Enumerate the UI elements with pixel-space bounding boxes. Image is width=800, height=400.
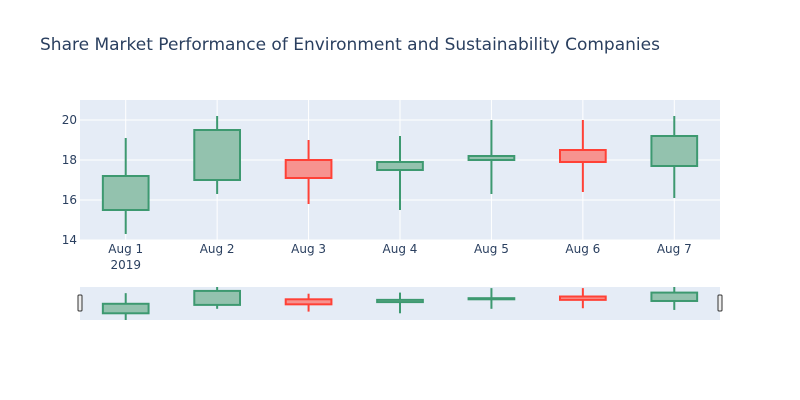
candle-aug-2 (193, 116, 242, 194)
candle-layer (101, 116, 699, 234)
range-slider-candles (101, 287, 699, 320)
candle-body (467, 297, 516, 301)
y-tick-label: 16 (62, 193, 77, 207)
candle-body (101, 302, 150, 315)
candle-body (284, 159, 333, 179)
x-tick-label: Aug 3 (291, 242, 326, 256)
range-slider-right-handle[interactable] (717, 294, 723, 312)
candle-body (376, 298, 424, 304)
y-tick-label: 18 (62, 153, 77, 167)
x-tick-label: Aug 6 (565, 242, 600, 256)
candle-body (193, 289, 242, 306)
candle-body (650, 291, 699, 302)
x-tick-label: Aug 5 (474, 242, 509, 256)
candle-slider-aug-4 (376, 292, 424, 314)
candle-body (376, 161, 424, 171)
candle-aug-5 (467, 120, 516, 194)
x-axis: Aug 1 Aug 2 Aug 3 Aug 4 Aug 5 Aug 6 Aug 7 2019 (108, 242, 691, 272)
candle-body (101, 175, 150, 211)
candle-slider-aug-6 (559, 288, 607, 309)
candle-aug-4 (376, 136, 424, 210)
y-tick-label: 20 (62, 113, 77, 127)
candle-body (467, 155, 516, 161)
candle-aug-1 (101, 138, 150, 234)
x-tick-label: Aug 1 (108, 242, 143, 256)
y-tick-label: 14 (62, 233, 77, 247)
chart-title: Share Market Performance of Environment … (40, 35, 660, 55)
x-tick-label: Aug 2 (200, 242, 235, 256)
x-year-label: 2019 (110, 258, 141, 272)
candle-body (559, 295, 607, 301)
candle-aug-3 (284, 140, 333, 204)
x-tick-label: Aug 4 (383, 242, 418, 256)
candle-body (284, 298, 333, 306)
candle-slider-aug-2 (193, 287, 242, 309)
candle-body (650, 135, 699, 167)
candle-aug-7 (650, 116, 699, 198)
range-slider-handles[interactable] (77, 294, 723, 312)
candle-aug-6 (559, 120, 607, 192)
x-tick-label: Aug 7 (657, 242, 692, 256)
range-slider-left-handle[interactable] (77, 294, 83, 312)
candle-slider-aug-3 (284, 293, 333, 312)
y-axis: 14 16 18 20 (62, 113, 77, 247)
candle-slider-aug-1 (101, 293, 150, 320)
candle-slider-aug-5 (467, 288, 516, 309)
candle-body (193, 129, 242, 181)
candle-body (559, 149, 607, 163)
candle-slider-aug-7 (650, 287, 699, 310)
